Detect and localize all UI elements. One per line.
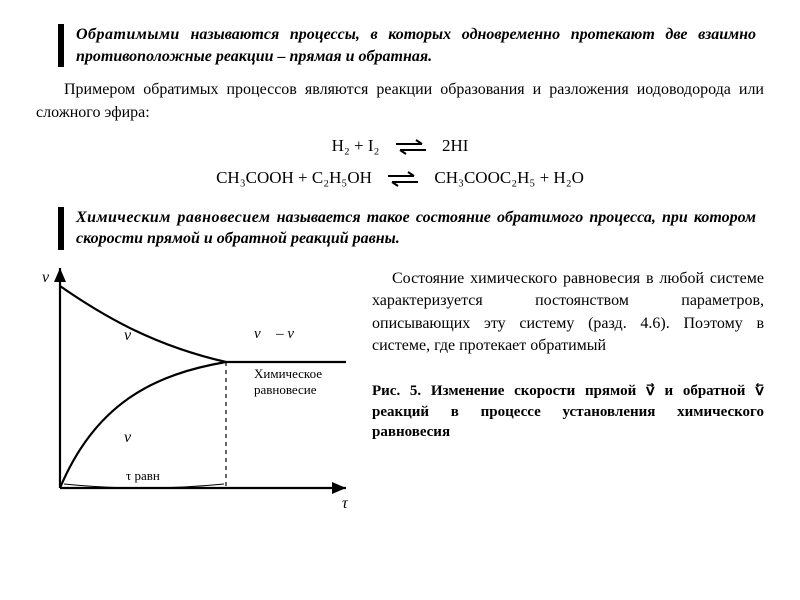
svg-text:v⃗ – v⃖: v⃗ – v⃖ xyxy=(254,326,306,342)
definition-lead: Обратимыми xyxy=(76,26,180,43)
svg-text:Химическое: Химическое xyxy=(254,366,322,381)
caption-lead: Рис. 5. xyxy=(372,383,421,399)
svg-text:v⃖: v⃖ xyxy=(124,429,144,446)
definition-equilibrium: Химическим равновесием называется такое … xyxy=(36,207,764,250)
svg-text:v: v xyxy=(42,269,50,286)
rate-chart-svg: vτv⃗v⃖v⃗ – v⃖Химическоеравновесиеτ равн xyxy=(36,262,356,517)
caption-rest: Изменение скорости прямой v⃗ и обратной … xyxy=(372,383,764,440)
definition-reversible: Обратимыми называются процессы, в которы… xyxy=(36,24,764,67)
figure-caption: Рис. 5. Изменение скорости прямой v⃗ и о… xyxy=(372,381,764,442)
svg-text:v⃗: v⃗ xyxy=(124,327,144,344)
svg-text:равновесие: равновесие xyxy=(254,382,317,397)
eq1-left: H₂ + I₂ xyxy=(332,136,380,155)
definition-lead: Химическим равновесием xyxy=(76,209,270,226)
reversible-arrow-icon xyxy=(394,139,428,155)
eq2-right: CH₃COOC₂H₅ + H₂O xyxy=(434,168,583,187)
definition-text: Химическим равновесием называется такое … xyxy=(76,207,764,250)
equation-2: CH₃COOH + C₂H₅OH CH₃COOC₂H₅ + H₂O xyxy=(36,162,764,194)
rate-chart: vτv⃗v⃖v⃗ – v⃖Химическоеравновесиеτ равн xyxy=(36,262,356,522)
equations-block: H₂ + I₂ 2HI CH₃COOH + C₂H₅OH CH₃COOC₂H₅ … xyxy=(36,130,764,195)
eq1-right: 2HI xyxy=(442,136,468,155)
definition-bar xyxy=(58,207,64,250)
eq2-left: CH₃COOH + C₂H₅OH xyxy=(216,168,372,187)
definition-bar xyxy=(58,24,64,67)
figure-text-row: vτv⃗v⃖v⃗ – v⃖Химическоеравновесиеτ равн … xyxy=(36,262,764,522)
reversible-arrow-icon xyxy=(386,171,420,187)
intro-paragraph: Примером обратимых процессов являются ре… xyxy=(36,79,764,124)
equation-1: H₂ + I₂ 2HI xyxy=(36,130,764,162)
svg-text:τ равн: τ равн xyxy=(126,468,160,483)
right-column: Состояние химического равновесия в любой… xyxy=(372,262,764,522)
equilibrium-state-paragraph: Состояние химического равновесия в любой… xyxy=(372,268,764,358)
definition-text: Обратимыми называются процессы, в которы… xyxy=(76,24,764,67)
